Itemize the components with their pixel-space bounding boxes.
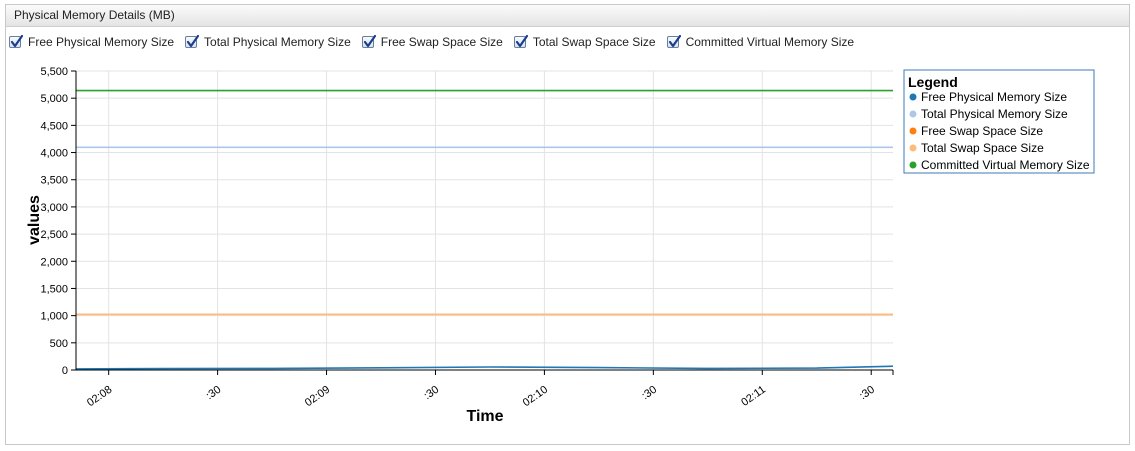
x-tick-label: 02:10 <box>521 384 550 410</box>
y-tick-label: 2,500 <box>40 229 68 241</box>
y-tick-label: 2,000 <box>40 256 68 268</box>
x-tick-label: 02:08 <box>85 384 114 410</box>
toggle-total-swap-space[interactable]: Total Swap Space Size <box>513 35 656 49</box>
legend-entry: Total Physical Memory Size <box>921 107 1068 121</box>
toggle-label: Committed Virtual Memory Size <box>685 35 855 49</box>
y-tick-label: 0 <box>62 365 68 377</box>
legend-entry: Committed Virtual Memory Size <box>921 158 1090 172</box>
legend-box <box>903 69 1095 174</box>
series-toggle-bar: Free Physical Memory Size Total Physical… <box>9 33 865 51</box>
x-tick-label: 02:09 <box>303 384 332 410</box>
toggle-total-physical-memory[interactable]: Total Physical Memory Size <box>185 35 351 49</box>
x-tick-label: 02:11 <box>739 384 768 409</box>
y-tick-label: 3,000 <box>40 202 68 214</box>
y-tick-label: 500 <box>50 338 68 350</box>
legend-swatch <box>909 161 917 169</box>
y-tick-label: 1,500 <box>40 283 68 295</box>
toggle-label: Free Physical Memory Size <box>28 35 175 49</box>
checkbox-checked-icon[interactable] <box>185 35 200 48</box>
toggle-label: Total Physical Memory Size <box>204 35 351 49</box>
legend-entry: Total Swap Space Size <box>921 141 1044 155</box>
series-lines <box>75 89 894 370</box>
checkbox-checked-icon[interactable] <box>361 35 376 48</box>
toggle-free-physical-memory[interactable]: Free Physical Memory Size <box>9 35 174 49</box>
x-axis-label: Time <box>466 408 503 425</box>
x-tick-label: :30 <box>640 384 659 403</box>
legend-swatch <box>909 110 917 118</box>
y-tick-label: 1,000 <box>40 311 68 323</box>
toggle-free-swap-space[interactable]: Free Swap Space Size <box>361 35 503 49</box>
y-tick-label: 4,500 <box>40 120 68 132</box>
grid <box>76 70 893 371</box>
legend-entry: Free Swap Space Size <box>921 124 1043 138</box>
y-tick-label: 5,000 <box>40 93 68 105</box>
y-axis-label: values <box>26 195 43 245</box>
checkbox-checked-icon[interactable] <box>666 35 681 48</box>
x-tick-label: :30 <box>204 384 223 403</box>
legend-swatch <box>909 127 917 135</box>
axes: 0 500 1,000 1,500 2,000 2,500 3,000 3,500 4,000 4… <box>40 66 894 410</box>
series-line-free-physical-memory-size <box>75 365 894 370</box>
checkbox-checked-icon[interactable] <box>513 35 528 48</box>
checkbox-checked-icon[interactable] <box>9 35 23 48</box>
toggle-label: Total Swap Space Size <box>532 35 656 49</box>
y-tick-label: 4,000 <box>40 148 68 160</box>
legend-entry: Free Physical Memory Size <box>921 90 1067 104</box>
legend-swatch <box>909 144 917 152</box>
y-tick-label: 3,500 <box>40 175 68 187</box>
legend-swatch <box>909 93 917 101</box>
panel-title: Physical Memory Details (MB) <box>6 5 1129 27</box>
toggle-committed-virtual-memory[interactable]: Committed Virtual Memory Size <box>666 35 855 49</box>
y-tick-label: 5,500 <box>40 66 68 78</box>
toggle-label: Free Swap Space Size <box>380 35 503 49</box>
x-tick-label: :30 <box>858 384 877 403</box>
x-tick-label: :30 <box>422 384 441 403</box>
legend-title: Legend <box>908 74 958 90</box>
